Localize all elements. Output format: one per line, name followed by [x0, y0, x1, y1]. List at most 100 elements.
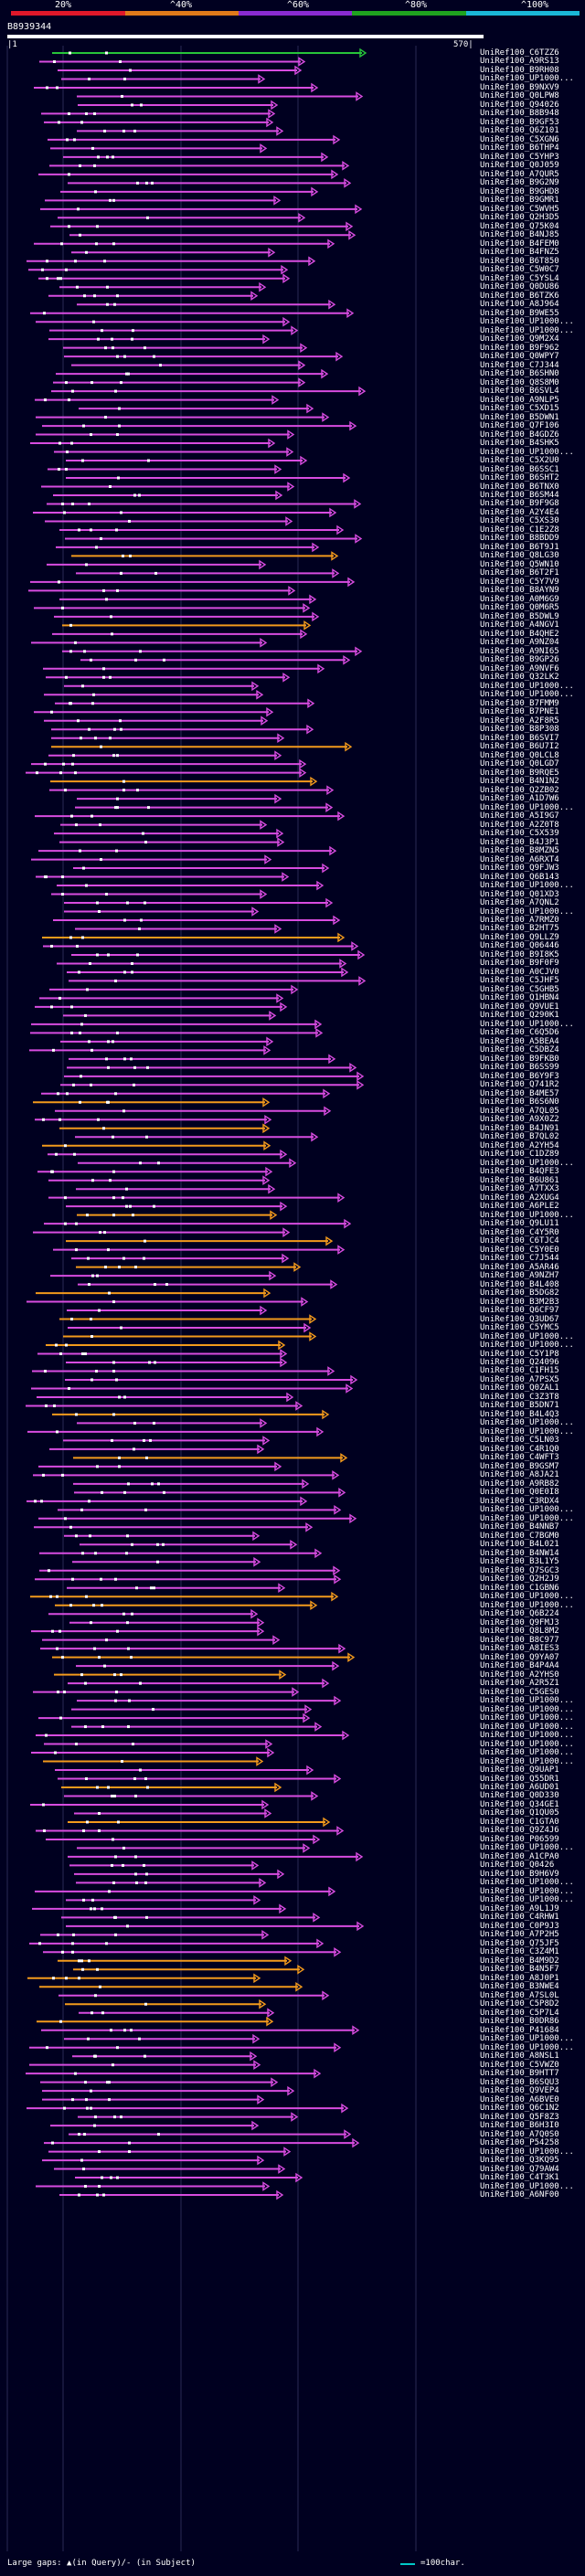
- hit-label[interactable]: UniRef100_P41684: [480, 2025, 559, 2035]
- hit-label[interactable]: UniRef100_Q7F106: [480, 421, 559, 431]
- hit-label[interactable]: UniRef100_B6U7I2: [480, 742, 559, 752]
- hit-label[interactable]: UniRef100_UP1000...: [480, 690, 574, 700]
- hit-label[interactable]: UniRef100_C5XD15: [480, 404, 559, 414]
- hit-label[interactable]: UniRef100_P54258: [480, 2138, 559, 2148]
- hit-label[interactable]: UniRef100_C5YSL4: [480, 273, 559, 283]
- hit-label[interactable]: UniRef100_A9NLP5: [480, 395, 559, 405]
- hit-label[interactable]: UniRef100_C5W0C7: [480, 265, 559, 275]
- hit-label[interactable]: UniRef100_C5YHP3: [480, 152, 559, 162]
- hit-label[interactable]: UniRef100_B8C977: [480, 1635, 559, 1645]
- hit-label[interactable]: UniRef100_B9FKB0: [480, 1054, 559, 1064]
- hit-label[interactable]: UniRef100_Q2H3D5: [480, 213, 559, 223]
- hit-label[interactable]: UniRef100_A2XUG4: [480, 1193, 559, 1203]
- hit-label[interactable]: UniRef100_B0DR86: [480, 2017, 559, 2027]
- hit-label[interactable]: UniRef100_B9RQE5: [480, 768, 559, 778]
- hit-label[interactable]: UniRef100_B2HT75: [480, 924, 559, 934]
- hit-label[interactable]: UniRef100_B9HTT7: [480, 2069, 559, 2079]
- hit-label[interactable]: UniRef100_Q5F8Z3: [480, 2112, 559, 2122]
- hit-label[interactable]: UniRef100_A9NI65: [480, 646, 559, 656]
- hit-label[interactable]: UniRef100_B3L1Y5: [480, 1557, 559, 1567]
- hit-label[interactable]: UniRef100_A1CPA0: [480, 1851, 559, 1861]
- hit-label[interactable]: UniRef100_C5XS30: [480, 516, 559, 526]
- hit-label[interactable]: UniRef100_Q79AW4: [480, 2164, 559, 2174]
- hit-label[interactable]: UniRef100_B4FNZ5: [480, 248, 559, 258]
- hit-label[interactable]: UniRef100_B7PNE1: [480, 707, 559, 717]
- hit-label[interactable]: UniRef100_Q290K1: [480, 1011, 559, 1021]
- hit-label[interactable]: UniRef100_A8NSL1: [480, 2051, 559, 2062]
- hit-label[interactable]: UniRef100_C4Y5R0: [480, 1227, 559, 1237]
- hit-label[interactable]: UniRef100_P06599: [480, 1834, 559, 1844]
- hit-label[interactable]: UniRef100_B4SHK5: [480, 439, 559, 449]
- hit-label[interactable]: UniRef100_C4WFT3: [480, 1453, 559, 1463]
- hit-label[interactable]: UniRef100_UP1000...: [480, 1696, 574, 1706]
- hit-label[interactable]: UniRef100_A6RXT4: [480, 854, 559, 864]
- hit-label[interactable]: UniRef100_Q9M2X4: [480, 334, 559, 345]
- hit-label[interactable]: UniRef100_A0CJV0: [480, 967, 559, 977]
- hit-label[interactable]: UniRef100_B3NWE4: [480, 1982, 559, 1992]
- hit-label[interactable]: UniRef100_B6SHN0: [480, 369, 559, 379]
- hit-label[interactable]: UniRef100_UP1000...: [480, 74, 574, 84]
- hit-label[interactable]: UniRef100_B4NJ85: [480, 230, 559, 240]
- hit-label[interactable]: UniRef100_A8IES3: [480, 1644, 559, 1654]
- hit-label[interactable]: UniRef100_UP1000...: [480, 1731, 574, 1741]
- hit-label[interactable]: UniRef100_B6SM44: [480, 490, 559, 500]
- hit-label[interactable]: UniRef100_Q06446: [480, 941, 559, 951]
- hit-label[interactable]: UniRef100_UP1000...: [480, 1513, 574, 1523]
- hit-label[interactable]: UniRef100_B4NNB7: [480, 1522, 559, 1532]
- hit-label[interactable]: UniRef100_B5DG82: [480, 1288, 559, 1299]
- hit-label[interactable]: UniRef100_B4L408: [480, 1279, 559, 1289]
- hit-label[interactable]: UniRef100_B6SVL4: [480, 387, 559, 397]
- hit-label[interactable]: UniRef100_A9RB82: [480, 1479, 559, 1489]
- hit-label[interactable]: UniRef100_C5Y0E0: [480, 1245, 559, 1255]
- hit-label[interactable]: UniRef100_UP1000...: [480, 1756, 574, 1766]
- hit-label[interactable]: UniRef100_Q0ZAL1: [480, 1383, 559, 1394]
- hit-label[interactable]: UniRef100_UP1000...: [480, 1722, 574, 1732]
- hit-label[interactable]: UniRef100_UP1000...: [480, 447, 574, 457]
- hit-label[interactable]: UniRef100_A7Q0S0: [480, 2129, 559, 2139]
- hit-label[interactable]: UniRef100_C4T3K1: [480, 2173, 559, 2183]
- hit-label[interactable]: UniRef100_Q741R2: [480, 1080, 559, 1090]
- hit-label[interactable]: UniRef100_Q8S8M0: [480, 377, 559, 387]
- hit-label[interactable]: UniRef100_C5VWZ0: [480, 2060, 559, 2070]
- hit-label[interactable]: UniRef100_A6PLE2: [480, 1202, 559, 1212]
- hit-label[interactable]: UniRef100_A7PSX5: [480, 1374, 559, 1384]
- hit-label[interactable]: UniRef100_Q7SGC3: [480, 1565, 559, 1575]
- hit-label[interactable]: UniRef100_B9H6V9: [480, 1869, 559, 1879]
- hit-label[interactable]: UniRef100_B6T850: [480, 256, 559, 266]
- hit-label[interactable]: UniRef100_C5Y7V9: [480, 577, 559, 587]
- hit-label[interactable]: UniRef100_Q9VUE1: [480, 1002, 559, 1012]
- hit-label[interactable]: UniRef100_C1GBN6: [480, 1583, 559, 1593]
- hit-label[interactable]: UniRef100_Q75K04: [480, 221, 559, 231]
- hit-label[interactable]: UniRef100_B4JN91: [480, 1123, 559, 1133]
- hit-label[interactable]: UniRef100_Q0426: [480, 1860, 555, 1871]
- hit-label[interactable]: UniRef100_C5YMC5: [480, 1323, 559, 1333]
- hit-label[interactable]: UniRef100_A7QUR5: [480, 169, 559, 179]
- hit-label[interactable]: UniRef100_C5Y1P8: [480, 1349, 559, 1359]
- hit-label[interactable]: UniRef100_A2F8R5: [480, 716, 559, 726]
- hit-label[interactable]: UniRef100_B5DN71: [480, 1401, 559, 1411]
- hit-label[interactable]: UniRef100_C5X2U0: [480, 456, 559, 466]
- hit-label[interactable]: UniRef100_Q6Z101: [480, 126, 559, 136]
- hit-label[interactable]: UniRef100_C7BGM0: [480, 1531, 559, 1541]
- hit-label[interactable]: UniRef100_UP1000...: [480, 681, 574, 691]
- hit-label[interactable]: UniRef100_Q0LPW8: [480, 91, 559, 101]
- hit-label[interactable]: UniRef100_B6THP4: [480, 143, 559, 154]
- hit-label[interactable]: UniRef100_C7J344: [480, 360, 559, 370]
- hit-label[interactable]: UniRef100_B6S6N0: [480, 1097, 559, 1108]
- hit-label[interactable]: UniRef100_B6Y9F3: [480, 1071, 559, 1081]
- hit-label[interactable]: UniRef100_B9GMR1: [480, 196, 559, 206]
- hit-label[interactable]: UniRef100_Q9LLZ9: [480, 932, 559, 942]
- hit-label[interactable]: UniRef100_B6TZK6: [480, 291, 559, 301]
- hit-label[interactable]: UniRef100_A4NGV1: [480, 620, 559, 631]
- hit-label[interactable]: UniRef100_Q94026: [480, 100, 559, 110]
- hit-label[interactable]: UniRef100_UP1000...: [480, 1418, 574, 1428]
- hit-label[interactable]: UniRef100_A6UD01: [480, 1783, 559, 1792]
- hit-label[interactable]: UniRef100_UP1000...: [480, 1704, 574, 1714]
- hit-label[interactable]: UniRef100_B6T2F1: [480, 568, 559, 578]
- hit-label[interactable]: UniRef100_B5DWL9: [480, 611, 559, 621]
- hit-label[interactable]: UniRef100_A2Y4E4: [480, 507, 559, 517]
- hit-label[interactable]: UniRef100_C5LN03: [480, 1436, 559, 1446]
- hit-label[interactable]: UniRef100_UP1000...: [480, 1331, 574, 1341]
- hit-label[interactable]: UniRef100_Q34GE1: [480, 1799, 559, 1809]
- hit-label[interactable]: UniRef100_Q9Z4J6: [480, 1826, 559, 1836]
